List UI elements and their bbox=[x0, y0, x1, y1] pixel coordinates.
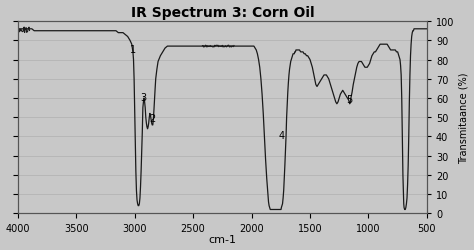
Text: 3: 3 bbox=[140, 92, 146, 102]
Y-axis label: Transmitaance (%): Transmitaance (%) bbox=[458, 72, 468, 163]
Text: 5: 5 bbox=[346, 94, 353, 104]
Title: IR Spectrum 3: Corn Oil: IR Spectrum 3: Corn Oil bbox=[130, 6, 314, 20]
X-axis label: cm-1: cm-1 bbox=[209, 234, 237, 244]
Text: 2: 2 bbox=[150, 114, 156, 124]
Text: 1: 1 bbox=[130, 44, 137, 54]
Text: 4: 4 bbox=[278, 131, 284, 141]
